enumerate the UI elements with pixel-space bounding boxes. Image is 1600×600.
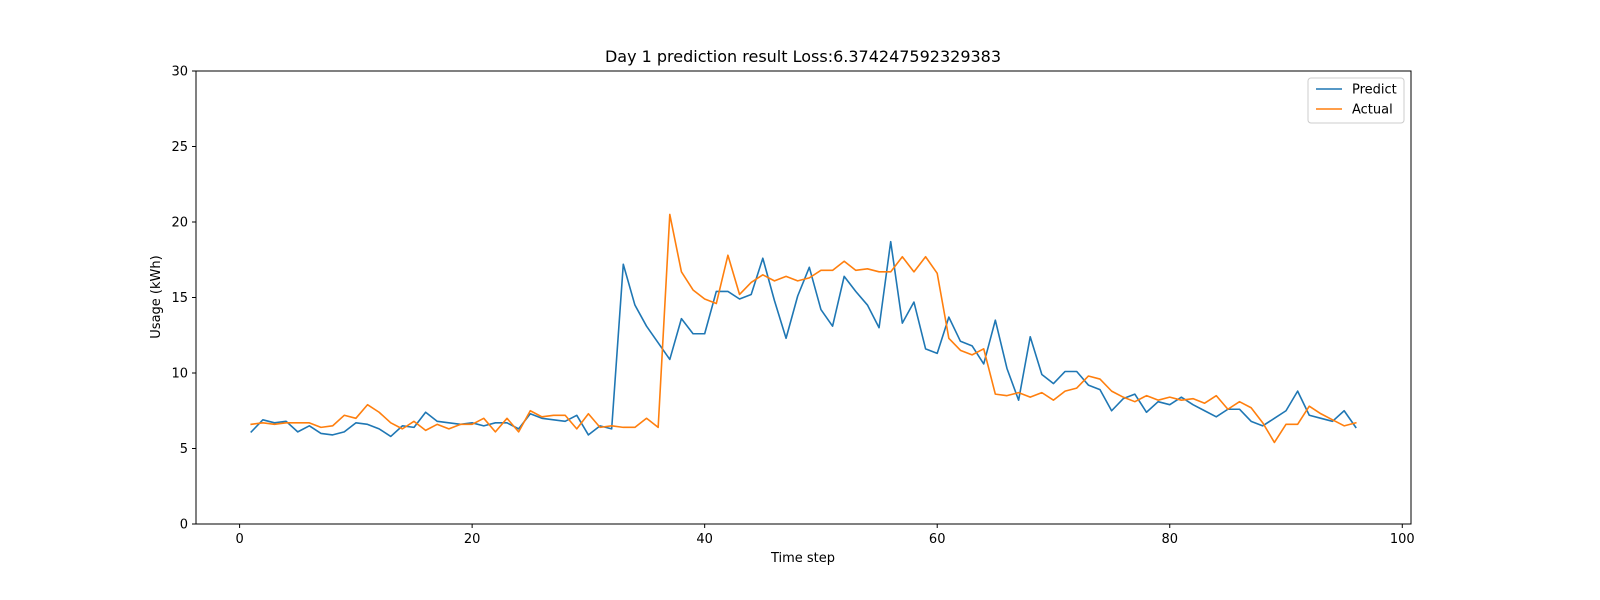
y-tick-label: 10 xyxy=(171,367,188,382)
x-tick-label: 40 xyxy=(696,532,713,547)
y-tick-label: 30 xyxy=(171,65,188,80)
x-axis-label: Time step xyxy=(770,551,835,566)
y-axis-label: Usage (kWh) xyxy=(149,255,164,338)
plot-frame xyxy=(195,70,1412,525)
y-tick-label: 20 xyxy=(171,216,188,231)
y-axis: 0 5 10 15 20 25 30 xyxy=(171,65,196,533)
y-tick-label: 5 xyxy=(180,442,188,457)
y-tick-label: 25 xyxy=(171,140,188,155)
legend-label-predict: Predict xyxy=(1352,83,1397,98)
chart-title: Day 1 prediction result Loss:6.374247592… xyxy=(605,47,1001,66)
x-tick-label: 20 xyxy=(464,532,481,547)
y-tick-label: 0 xyxy=(180,518,188,533)
y-tick-label: 15 xyxy=(171,291,188,306)
series-line-predict xyxy=(250,240,1357,438)
x-tick-label: 60 xyxy=(929,532,946,547)
x-tick-label: 80 xyxy=(1161,532,1178,547)
x-tick-label: 0 xyxy=(235,532,243,547)
series-line-actual xyxy=(250,213,1357,444)
legend-label-actual: Actual xyxy=(1352,103,1393,118)
legend: Predict Actual xyxy=(1307,77,1405,124)
plot-lines xyxy=(250,213,1357,444)
x-tick-label: 100 xyxy=(1390,532,1415,547)
x-axis: 0 20 40 60 80 100 xyxy=(235,524,1415,547)
